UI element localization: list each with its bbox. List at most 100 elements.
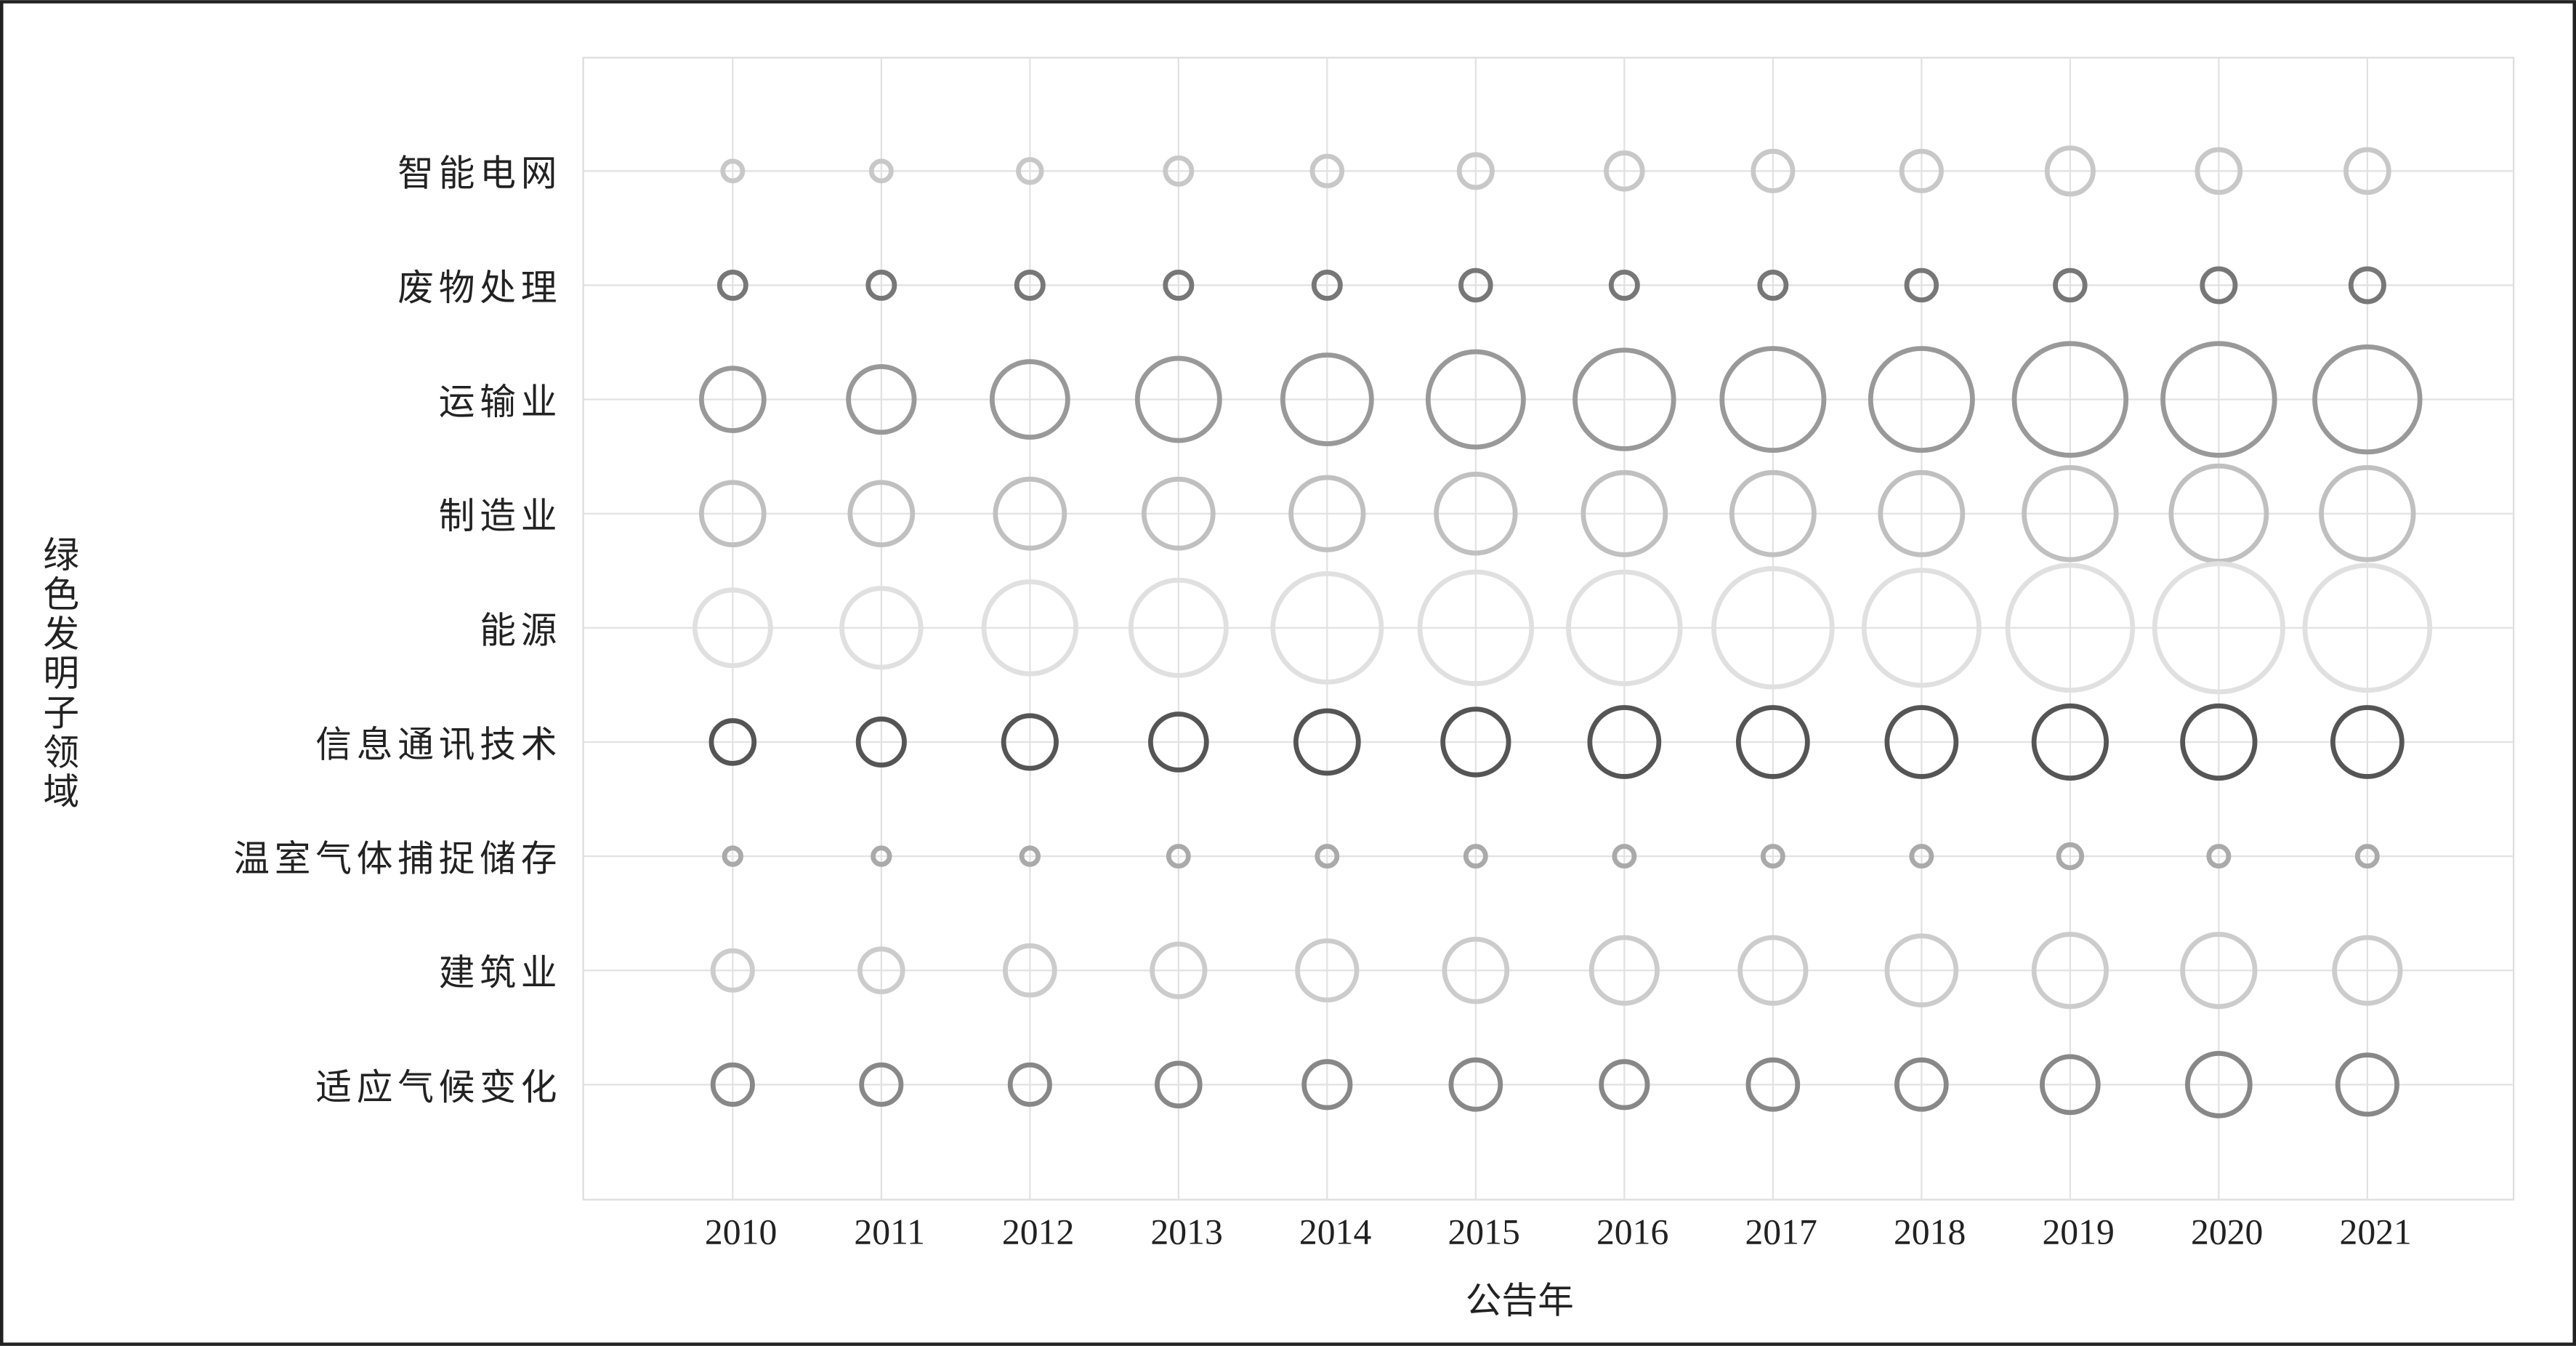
x-tick-label: 2020 [2191,1212,2263,1252]
x-tick-label: 2018 [1894,1212,1966,1252]
bubble [1884,705,1959,779]
bubble [1566,569,1683,687]
bubble [2040,1054,2101,1116]
bubble [981,579,1079,677]
bubble [1128,577,1229,678]
bubble [1311,269,1343,301]
bubble [1293,708,1361,776]
bubble [1442,936,1510,1004]
bubble [2335,1052,2399,1117]
bubble [839,586,924,670]
x-tick-label: 2019 [2042,1212,2114,1252]
bubble [1878,470,1966,557]
bubble [857,946,905,994]
bubble [1003,943,1057,998]
bubble [1604,150,1645,192]
bubble [692,587,773,669]
y-tick-label: 能源 [480,610,562,650]
bubble [1757,269,1789,301]
bubble [1016,157,1044,185]
bubble [1572,347,1676,451]
bubble [1612,844,1637,869]
bubble [865,269,897,301]
bubble [2056,842,2085,871]
bubble [710,1062,755,1107]
bubble [2180,703,2258,781]
bubble [1448,1057,1503,1112]
y-tick-label: 废物处理 [397,268,562,308]
bubble [2185,1050,2253,1119]
bubble [1014,269,1046,301]
bubble [1599,1059,1650,1111]
bubble [1909,844,1934,869]
bubble [1141,476,1216,551]
bubble [1588,935,1660,1006]
bubble [1163,155,1195,187]
bubble [2053,267,2088,303]
bubble [1417,569,1535,687]
x-tick-label: 2011 [854,1212,925,1252]
x-tick-label: 2021 [2339,1212,2411,1252]
bubble [1458,267,1493,303]
y-tick-label: 温室气体捕捉储存 [233,839,562,879]
bubble [2312,344,2423,455]
bubble [1456,152,1495,190]
bubble [2330,705,2405,779]
bubble [1463,844,1488,869]
bubble [1587,705,1662,779]
bubble [2354,844,2380,869]
bubble [1711,566,1835,690]
x-tick-label: 2016 [1596,1212,1668,1252]
y-tick-label: 适应气候变化 [315,1068,562,1108]
bubble [1288,475,1366,552]
x-axis-label: 公告年 [1466,1281,1574,1321]
bubble [2206,844,2232,869]
bubble [2343,147,2391,196]
bubble [1904,267,1939,303]
bubble [2180,932,2258,1010]
bubble [708,718,757,766]
bubble [2332,935,2403,1006]
bubble [846,363,917,435]
bubble [1001,713,1059,771]
bubble [1425,349,1526,450]
bubble [1134,355,1222,443]
bubble [1899,148,1944,193]
x-tick-label: 2012 [1002,1212,1074,1252]
bubble [1719,346,1827,454]
bubble [2302,563,2433,693]
bubble [2152,561,2285,695]
bubble [859,1062,904,1107]
bubble [2022,465,2119,563]
bubble [1295,938,1360,1003]
bubble [2031,703,2109,781]
bubble [1007,1062,1052,1107]
y-tick-label: 制造业 [439,496,562,536]
bubble [2319,465,2416,563]
x-tick-label: 2014 [1299,1212,1372,1252]
x-tick-label: 2017 [1745,1212,1817,1252]
bubble [2160,341,2277,458]
bubble [2031,932,2109,1010]
bubble [1760,844,1785,869]
bubble [1434,472,1518,556]
bubble [1735,705,1810,779]
bubble [716,269,748,301]
bubble [2005,563,2136,693]
bubble [989,359,1070,440]
bubble [1280,352,1374,447]
bubble [1868,346,1975,454]
bubble [1270,571,1384,685]
bubble [722,845,744,867]
bubble [1608,269,1640,301]
bubble [871,845,892,867]
bubble [1315,844,1340,869]
bubble [1309,153,1345,189]
y-tick-label: 信息通讯技术 [315,725,562,765]
bubble [1163,269,1195,301]
bubble [1150,941,1208,999]
bubble [847,480,916,548]
bubble [1729,470,1817,557]
